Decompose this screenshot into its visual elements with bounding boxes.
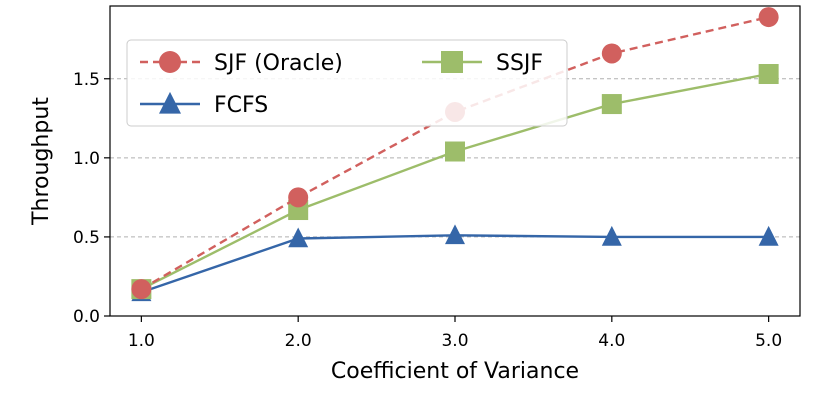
data-point-sjf-oracle [758, 7, 779, 28]
y-tick-label: 1.0 [73, 149, 100, 169]
series-line-sjf-oracle [140, 15, 769, 291]
legend-entry-ssjf: SSJF [422, 51, 543, 76]
data-point-sjf-oracle [288, 187, 309, 208]
x-tick-label: 3.0 [441, 331, 468, 351]
legend-marker [159, 91, 181, 114]
data-point-fcfs [601, 225, 622, 246]
data-point-ssjf [601, 94, 622, 115]
x-tick-label: 5.0 [755, 331, 782, 351]
data-point-fcfs [288, 227, 309, 248]
legend-label: SJF (Oracle) [214, 51, 343, 76]
legend-marker [159, 51, 181, 73]
y-axis-title: Throughput [29, 97, 54, 226]
x-tick-label: 2.0 [285, 331, 312, 351]
y-tick-label: 0.5 [73, 228, 100, 248]
x-axis: 1.0 2.0 3.0 4.0 5.0 [128, 316, 782, 351]
x-tick-label: 4.0 [598, 331, 625, 351]
data-point-fcfs [445, 224, 465, 245]
legend-entry-sjf-oracle: SJF (Oracle) [140, 51, 343, 76]
y-tick-label: 0.0 [73, 307, 100, 327]
legend-marker [441, 51, 463, 73]
series-fcfs [131, 224, 779, 302]
data-point-fcfs [758, 225, 779, 246]
data-point-ssjf [758, 64, 779, 85]
legend-label: SSJF [496, 51, 543, 76]
data-point-sjf-oracle [601, 43, 622, 64]
legend-label: FCFS [214, 93, 268, 118]
data-point-ssjf [445, 141, 465, 162]
legend-entry-fcfs: FCFS [140, 91, 268, 118]
legend: SJF (Oracle) FCFS SSJF [126, 39, 568, 127]
y-axis: 0.0 0.5 1.0 1.5 [73, 70, 110, 327]
x-tick-label: 1.0 [128, 331, 155, 351]
data-point-sjf-oracle [131, 279, 152, 300]
x-axis-title: Coefficient of Variance [331, 359, 579, 384]
y-tick-label: 1.5 [73, 70, 100, 90]
